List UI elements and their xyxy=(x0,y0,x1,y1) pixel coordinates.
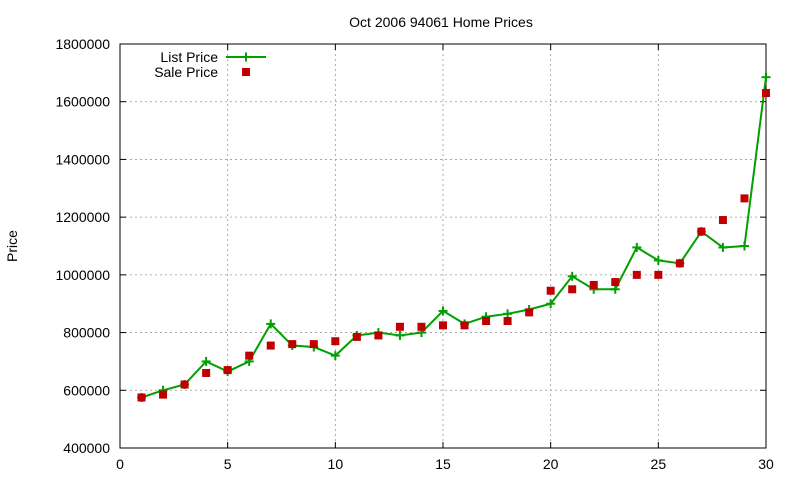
y-tick-label: 1800000 xyxy=(55,36,110,52)
list-price-point xyxy=(438,306,448,316)
legend-entry: List Price xyxy=(160,49,266,65)
list-price-point xyxy=(266,319,276,329)
list-price-point xyxy=(761,72,771,82)
sale-price-point xyxy=(568,285,577,294)
sale-price-point xyxy=(137,393,146,402)
series-list-price xyxy=(137,72,771,402)
list-price-point xyxy=(201,356,211,366)
sale-price-point xyxy=(352,332,361,341)
list-price-point xyxy=(567,271,577,281)
sale-price-point xyxy=(740,194,749,203)
sale-price-point xyxy=(202,368,211,377)
sale-price-point xyxy=(654,270,663,279)
list-price-point xyxy=(632,242,642,252)
sale-price-point xyxy=(632,270,641,279)
legend-label: Sale Price xyxy=(154,64,218,80)
x-tick-label: 30 xyxy=(758,456,774,472)
y-axis-label: Price xyxy=(4,230,20,262)
sale-price-point xyxy=(460,321,469,330)
list-price-point xyxy=(503,309,513,319)
y-tick-label: 600000 xyxy=(63,382,110,398)
sale-price-point xyxy=(675,259,684,268)
sale-price-point xyxy=(589,280,598,289)
y-tick-label: 800000 xyxy=(63,325,110,341)
list-price-point xyxy=(718,242,728,252)
sale-price-point xyxy=(374,331,383,340)
legend-square-marker xyxy=(242,68,250,76)
sale-price-point xyxy=(417,322,426,331)
x-tick-label: 10 xyxy=(328,456,344,472)
list-price-point xyxy=(739,241,749,251)
x-tick-label: 25 xyxy=(651,456,667,472)
sale-price-point xyxy=(718,216,727,225)
sale-price-point xyxy=(309,340,318,349)
axis-ticks: 400000 600000 800000 1000000 1200000 1400000 1… xyxy=(55,36,774,472)
sale-price-point xyxy=(525,308,534,317)
sale-price-point xyxy=(762,89,770,98)
y-tick-label: 1000000 xyxy=(55,267,110,283)
x-tick-label: 15 xyxy=(435,456,451,472)
grid xyxy=(120,44,766,448)
sale-price-point xyxy=(159,390,168,399)
sale-price-point xyxy=(180,380,189,389)
sale-price-point xyxy=(439,321,447,330)
x-tick-label: 0 xyxy=(116,456,124,472)
list-price-point xyxy=(546,299,556,309)
sale-price-point xyxy=(503,317,512,326)
legend-label: List Price xyxy=(160,49,218,65)
chart-title: Oct 2006 94061 Home Prices xyxy=(349,14,533,30)
y-tick-label: 1600000 xyxy=(55,94,110,110)
x-tick-label: 5 xyxy=(224,456,232,472)
sale-price-point xyxy=(611,278,620,287)
sale-price-point xyxy=(288,340,297,349)
list-price-point xyxy=(330,351,340,361)
sale-price-point xyxy=(331,337,340,346)
y-tick-label: 400000 xyxy=(63,440,110,456)
sale-price-point xyxy=(482,317,491,326)
sale-price-point xyxy=(395,322,404,331)
list-price-line xyxy=(141,77,767,399)
sale-price-point xyxy=(245,351,254,360)
y-tick-label: 1400000 xyxy=(55,151,110,167)
sale-price-point xyxy=(697,227,706,236)
list-price-point xyxy=(653,255,663,265)
x-tick-label: 20 xyxy=(543,456,559,472)
series-sale-price xyxy=(137,89,770,402)
series xyxy=(137,72,771,402)
y-tick-label: 1200000 xyxy=(55,209,110,225)
legend-cross-marker xyxy=(241,52,251,62)
sale-price-point xyxy=(266,341,275,350)
sale-price-point xyxy=(546,286,555,295)
legend-entry: Sale Price xyxy=(154,64,250,80)
list-price-point xyxy=(610,284,620,294)
sale-price-point xyxy=(223,366,232,375)
list-price-point xyxy=(395,330,405,340)
